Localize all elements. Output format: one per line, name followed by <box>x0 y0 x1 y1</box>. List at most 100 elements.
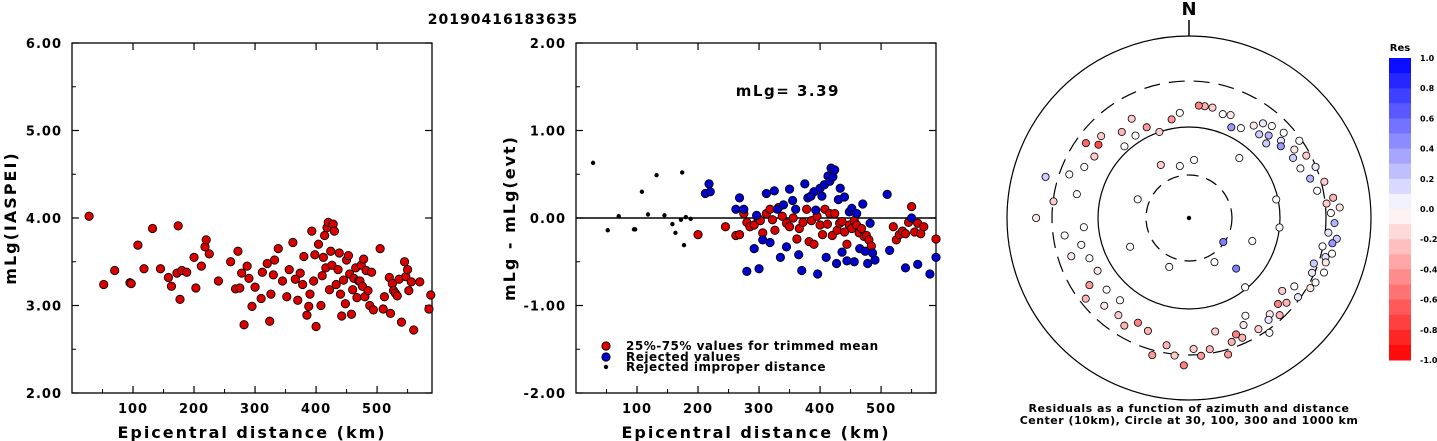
colorbar-tick-label: -0.8 <box>1420 326 1437 335</box>
data-point <box>298 279 308 290</box>
data-point <box>885 245 895 255</box>
data-point <box>311 321 321 332</box>
x-tick-label: 100 <box>118 402 148 417</box>
data-point <box>147 223 158 234</box>
data-point <box>842 239 852 249</box>
data-point <box>273 244 283 254</box>
residual-point <box>1126 242 1135 251</box>
residual-point <box>1120 142 1129 151</box>
data-point <box>213 276 224 286</box>
data-point <box>326 246 336 256</box>
data-point <box>817 230 828 240</box>
data-point <box>913 259 923 269</box>
data-point <box>817 191 827 201</box>
x-tick-label: 400 <box>805 402 835 417</box>
residual-point <box>1189 344 1198 353</box>
data-point <box>359 254 369 264</box>
residual-point <box>1032 213 1041 222</box>
colorbar-cells <box>1389 58 1411 361</box>
data-point <box>662 213 667 218</box>
residual-point <box>1275 311 1284 320</box>
data-point <box>797 265 807 276</box>
y-tick-label: 4.00 <box>26 212 62 227</box>
residual-point <box>1072 190 1081 199</box>
residual-point <box>1308 268 1317 277</box>
data-point <box>683 214 689 220</box>
colorbar-cell <box>1389 103 1411 119</box>
residual-point <box>1267 122 1276 131</box>
x-tick-label: 300 <box>744 402 774 417</box>
data-point <box>299 251 309 262</box>
data-point <box>250 282 260 292</box>
y-tick-label: 1.00 <box>530 125 566 140</box>
colorbar-cell <box>1389 314 1411 331</box>
colorbar-cell <box>1389 118 1411 134</box>
residual-point <box>1272 195 1281 204</box>
data-point <box>906 213 917 223</box>
data-point <box>396 317 407 327</box>
data-point <box>139 264 149 274</box>
residual-point <box>1148 351 1157 360</box>
data-point <box>348 285 358 295</box>
colorbar-cell <box>1389 344 1411 361</box>
data-point <box>262 258 272 269</box>
x-axis-label-2: Epicentral distance (km) <box>621 423 890 441</box>
colorbar-cell <box>1389 178 1411 195</box>
residual-point <box>1079 223 1088 232</box>
residual-point <box>1197 351 1206 360</box>
residual-point <box>1170 351 1179 360</box>
data-point <box>775 252 786 262</box>
residual-point <box>1179 361 1188 370</box>
residual-point <box>1097 132 1106 141</box>
data-point <box>752 210 762 220</box>
data-point <box>739 204 749 214</box>
data-point <box>233 246 243 256</box>
residual-point <box>1041 172 1050 181</box>
data-point <box>720 222 731 232</box>
data-point <box>731 204 741 214</box>
x-tick-label: 200 <box>683 402 713 417</box>
colorbar-cell <box>1389 58 1411 74</box>
residual-point <box>1322 199 1331 208</box>
data-point <box>282 292 292 302</box>
data-point <box>900 229 911 239</box>
colorbar-tick-label: 0.8 <box>1420 84 1435 93</box>
residual-point <box>1224 350 1233 359</box>
data-point <box>784 222 795 232</box>
residual-point <box>1218 110 1227 119</box>
data-point <box>265 316 275 326</box>
data-point <box>317 271 327 281</box>
y-tick-label: 2.00 <box>26 387 62 402</box>
residual-point <box>1155 127 1164 136</box>
residual-point <box>1290 145 1299 154</box>
data-point <box>340 299 350 309</box>
data-point <box>931 234 941 244</box>
data-point <box>237 268 247 278</box>
data-point <box>906 202 917 212</box>
colorbar-cell <box>1389 133 1411 150</box>
axis-ticks-2: 100 200 300 400 500 -2.00 -1.00 0.00 1.00 2.00 <box>524 37 936 417</box>
data-point <box>329 226 339 236</box>
residual-point <box>1114 311 1123 320</box>
data-point <box>781 242 792 252</box>
data-point <box>175 294 185 304</box>
residual-point <box>1094 140 1103 149</box>
colorbar-tick-label: 0.6 <box>1420 114 1435 123</box>
residual-point <box>1077 240 1086 249</box>
data-point <box>257 267 267 277</box>
data-point <box>375 244 385 254</box>
residual-point <box>1065 170 1074 179</box>
residual-point <box>1167 115 1176 124</box>
data-point <box>798 217 808 227</box>
legend-label-rejected: Rejected values <box>626 350 741 364</box>
data-point <box>681 242 687 248</box>
data-point <box>778 200 789 210</box>
data-point <box>811 205 821 215</box>
data-point <box>788 213 798 223</box>
data-point <box>163 272 174 283</box>
y-tick-label: 0.00 <box>530 212 566 227</box>
colorbar-tick-label: -1.0 <box>1420 356 1437 365</box>
data-point <box>324 285 335 295</box>
residual-point <box>1219 238 1228 247</box>
